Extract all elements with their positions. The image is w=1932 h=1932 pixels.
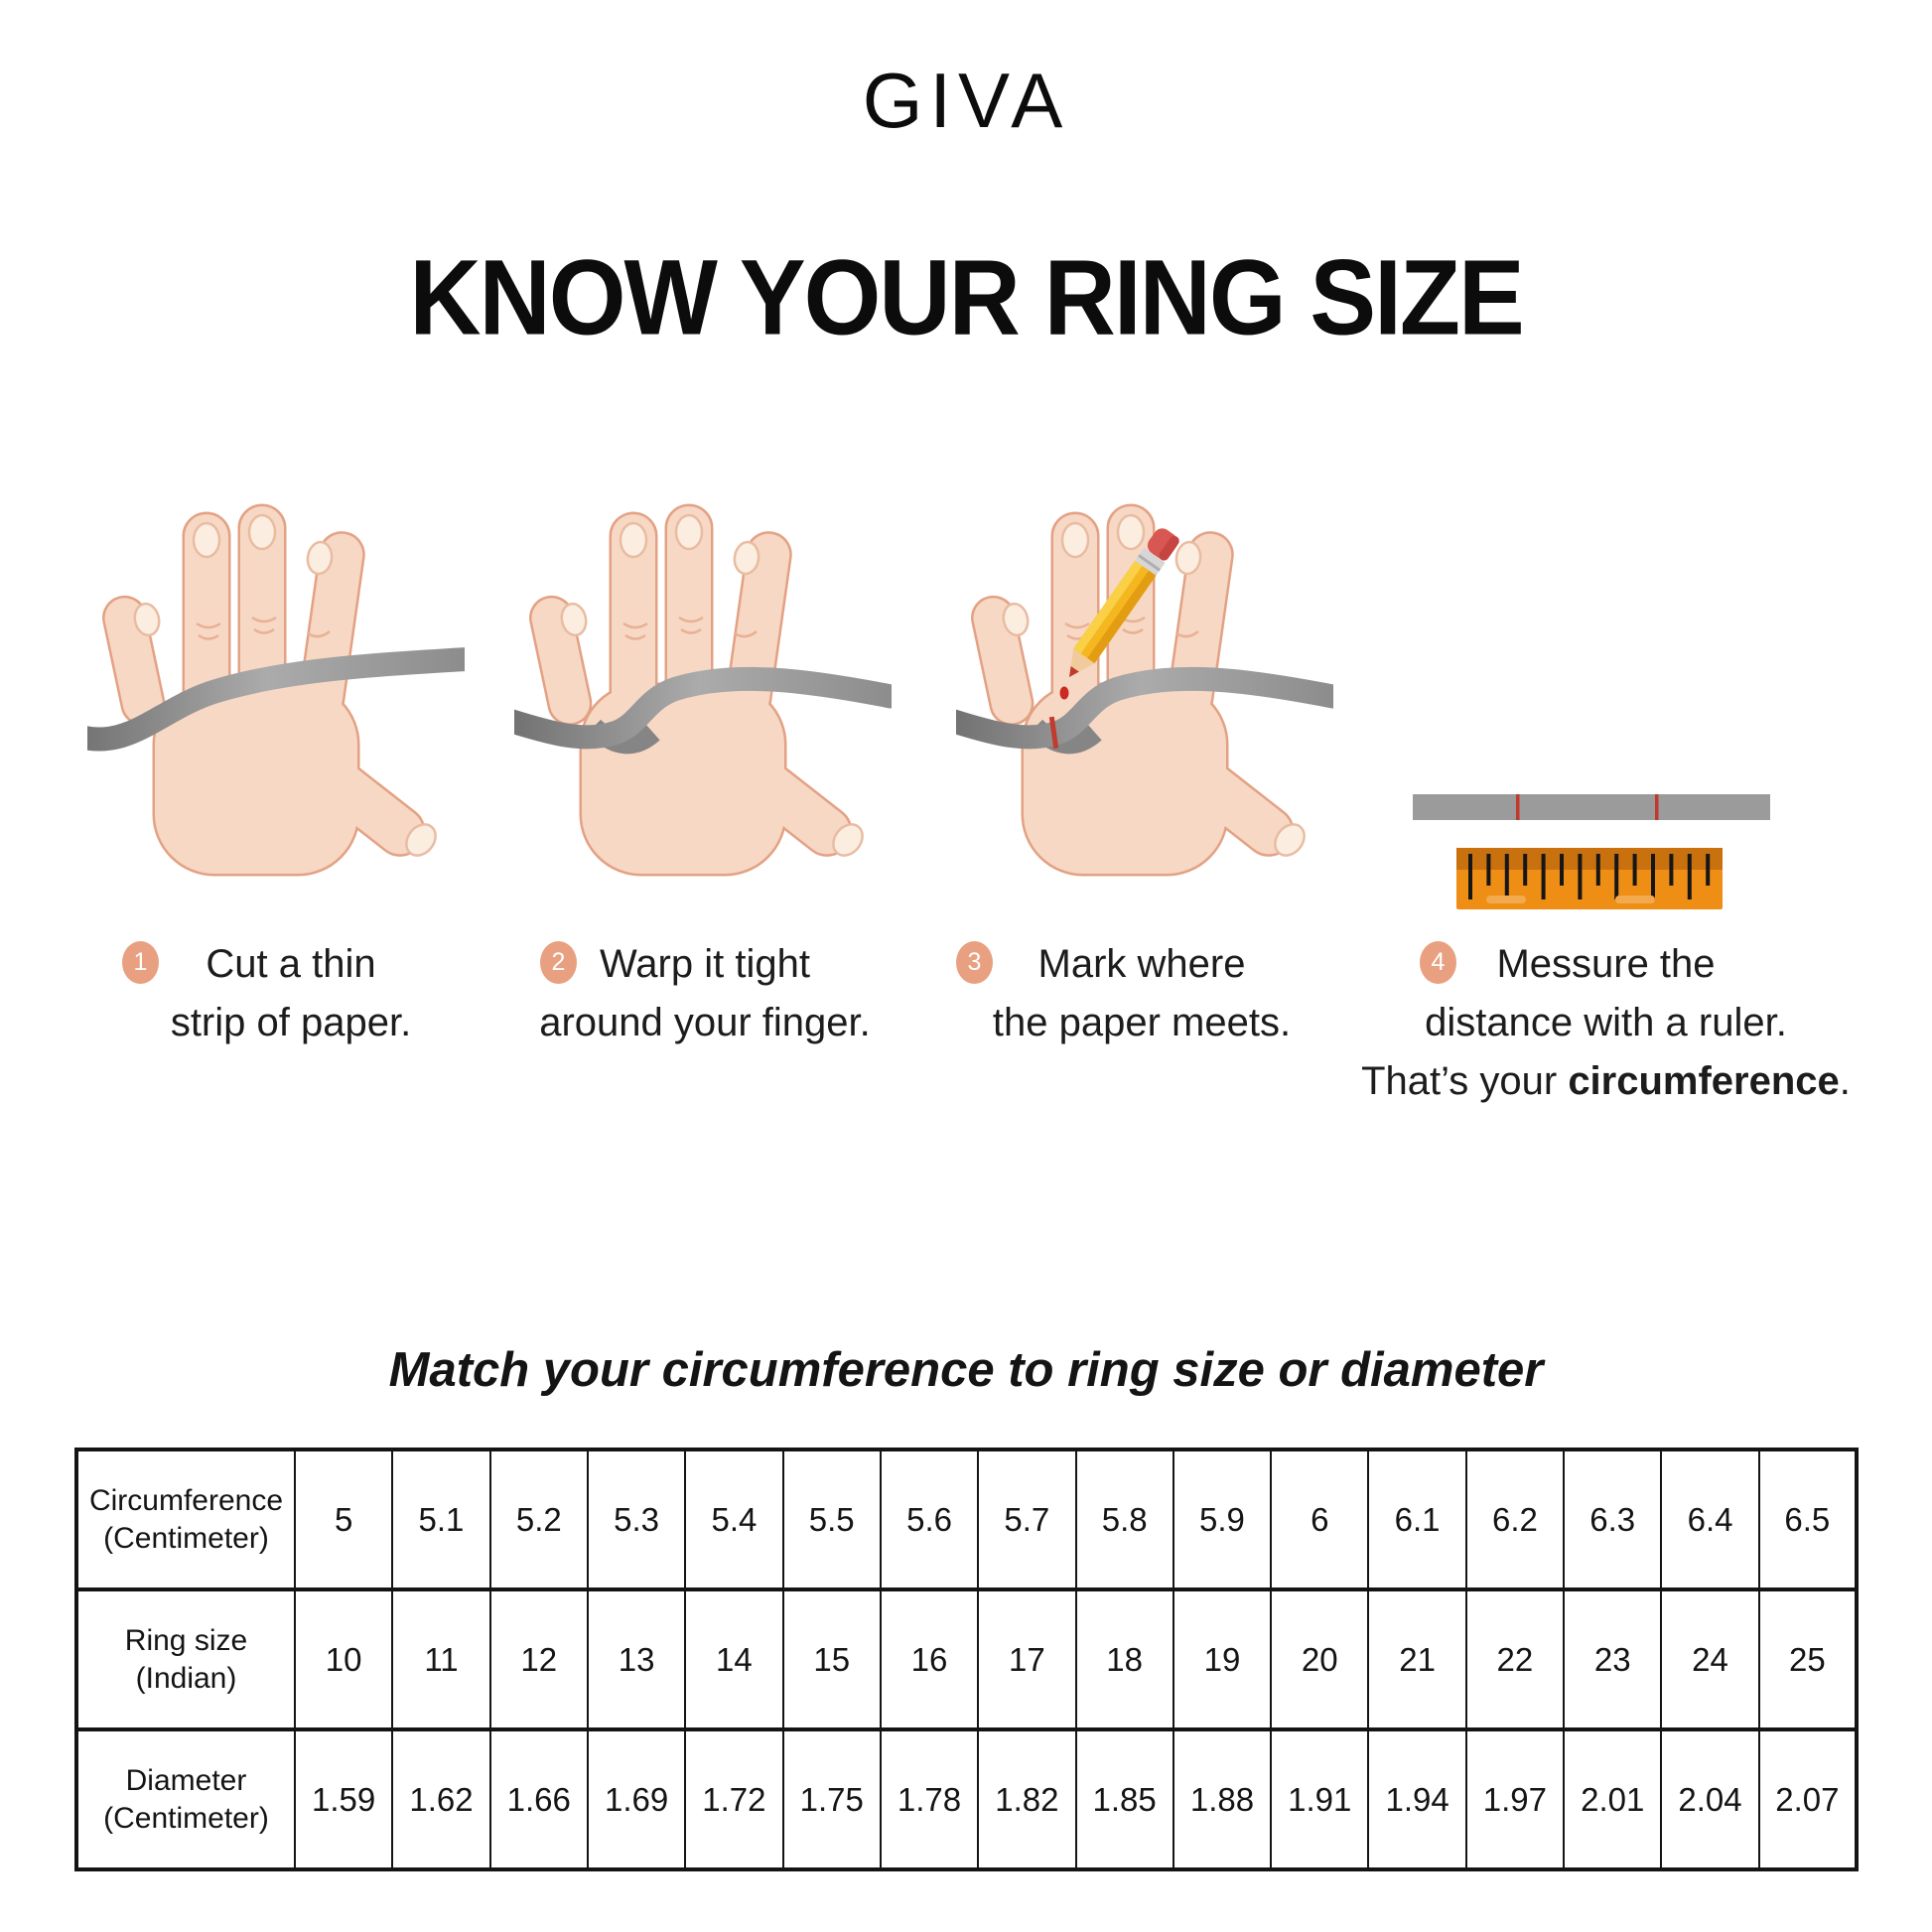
step-3: 3 Mark where the paper meets.: [928, 935, 1355, 1052]
value-cell: 25: [1757, 1587, 1859, 1731]
table-row: Diameter (Centimeter) 1.59 1.62 1.66 1.69 1.72…: [75, 1727, 1859, 1871]
ring-size-table: Circumference (Centimeter) 5 5.1 5.2 5.3 5.4 5.…: [74, 1448, 1859, 1871]
red-mark-right: [1655, 794, 1659, 820]
value-cell: 6: [1270, 1448, 1370, 1591]
step-2-line-1: Warp it tight: [600, 942, 810, 986]
line3-suffix: .: [1839, 1059, 1851, 1103]
value-cell: 12: [488, 1587, 589, 1731]
value-cell: 1.97: [1464, 1727, 1566, 1871]
value-cell: 5.8: [1074, 1448, 1174, 1591]
value-cell: 15: [781, 1587, 882, 1731]
value-cell: 5.6: [879, 1448, 980, 1591]
value-cell: 16: [879, 1587, 980, 1731]
pencil-icon: [1069, 528, 1179, 677]
value-cell: 21: [1367, 1587, 1467, 1731]
value-cell: 11: [391, 1587, 491, 1731]
value-cell: 19: [1172, 1587, 1273, 1731]
step-4-line-3: That’s your circumference.: [1345, 1052, 1866, 1111]
step-1: 1 Cut a thin strip of paper.: [117, 935, 465, 1052]
value-cell: 5.2: [488, 1448, 589, 1591]
value-cell: 5: [293, 1448, 394, 1591]
step-3-badge: 3: [956, 941, 993, 984]
red-mark-left: [1516, 794, 1520, 820]
page-title: KNOW YOUR RING SIZE: [409, 237, 1524, 358]
value-cell: 1.59: [293, 1727, 394, 1871]
step-2-badge: 2: [540, 941, 577, 984]
paper-strip: [956, 666, 1333, 750]
step-4-badge: 4: [1420, 941, 1456, 984]
step-4-line-2: distance with a ruler.: [1425, 1001, 1787, 1044]
step-4-line-1: Messure the: [1496, 942, 1716, 986]
hand-paper-strip-illustration: [87, 429, 465, 905]
ring-size-table-body: Circumference (Centimeter) 5 5.1 5.2 5.3 5.4 5.…: [75, 1448, 1859, 1871]
line3-circumference: circumference: [1568, 1059, 1840, 1103]
value-cell: 23: [1563, 1587, 1663, 1731]
step-3-line-2: the paper meets.: [992, 1001, 1292, 1044]
value-cell: 5.4: [684, 1448, 784, 1591]
value-cell: 2.01: [1563, 1727, 1663, 1871]
value-cell: 6.5: [1757, 1448, 1859, 1591]
value-cell: 1.82: [977, 1727, 1077, 1871]
value-cell: 13: [586, 1587, 687, 1731]
ruler-illustration: [1413, 794, 1770, 909]
brand-logo: GIVA: [862, 57, 1070, 144]
value-cell: 1.91: [1270, 1727, 1370, 1871]
value-cell: 6.1: [1367, 1448, 1467, 1591]
row-label: Diameter (Centimeter): [75, 1727, 296, 1871]
step-3-line-1: Mark where: [1037, 942, 1246, 986]
table-row: Circumference (Centimeter) 5 5.1 5.2 5.3 5.4 5.…: [75, 1448, 1859, 1591]
value-cell: 6.3: [1563, 1448, 1663, 1591]
value-cell: 18: [1074, 1587, 1174, 1731]
paper-strip: [87, 647, 465, 752]
pencil-mark: [1059, 686, 1069, 700]
red-mark-on-strip: [1048, 716, 1059, 750]
step-2: 2 Warp it tight around your finger.: [526, 935, 884, 1052]
value-cell: 5.3: [586, 1448, 687, 1591]
value-cell: 1.78: [879, 1727, 980, 1871]
ruler-ticks: [1468, 854, 1711, 899]
step-2-line-2: around your finger.: [539, 1001, 871, 1044]
step-1-badge: 1: [122, 941, 159, 984]
value-cell: 6.4: [1660, 1448, 1760, 1591]
value-cell: 2.07: [1757, 1727, 1859, 1871]
value-cell: 5.9: [1172, 1448, 1273, 1591]
value-cell: 5.5: [781, 1448, 882, 1591]
table-row: Ring size (Indian) 10 11 12 13 14 15 16 17 18 19 20 2…: [75, 1587, 1859, 1731]
value-cell: 1.72: [684, 1727, 784, 1871]
row-label: Circumference (Centimeter): [75, 1448, 296, 1591]
step-1-line-1: Cut a thin: [206, 942, 376, 986]
value-cell: 1.66: [488, 1727, 589, 1871]
line3-prefix: That’s your: [1361, 1059, 1569, 1103]
step-1-line-2: strip of paper.: [170, 1001, 412, 1044]
value-cell: 24: [1660, 1587, 1760, 1731]
value-cell: 1.62: [391, 1727, 491, 1871]
value-cell: 10: [293, 1587, 394, 1731]
value-cell: 1.75: [781, 1727, 882, 1871]
hand-wrap-illustration: [514, 429, 892, 905]
row-label: Ring size (Indian): [75, 1587, 296, 1731]
value-cell: 14: [684, 1587, 784, 1731]
value-cell: 20: [1270, 1587, 1370, 1731]
value-cell: 17: [977, 1587, 1077, 1731]
ruler-icon: [1456, 848, 1723, 909]
value-cell: 5.7: [977, 1448, 1077, 1591]
paper-strip: [514, 666, 892, 750]
hand-mark-pencil-illustration: [956, 429, 1333, 905]
value-cell: 1.69: [586, 1727, 687, 1871]
value-cell: 6.2: [1464, 1448, 1566, 1591]
value-cell: 1.88: [1172, 1727, 1273, 1871]
value-cell: 5.1: [391, 1448, 491, 1591]
value-cell: 22: [1464, 1587, 1566, 1731]
step-4: 4 Messure the distance with a ruler. Tha…: [1345, 935, 1866, 1111]
value-cell: 1.94: [1367, 1727, 1467, 1871]
value-cell: 2.04: [1660, 1727, 1760, 1871]
value-cell: 1.85: [1074, 1727, 1174, 1871]
table-heading: Match your circumference to ring size or…: [388, 1343, 1544, 1397]
measured-paper-strip: [1413, 794, 1770, 820]
